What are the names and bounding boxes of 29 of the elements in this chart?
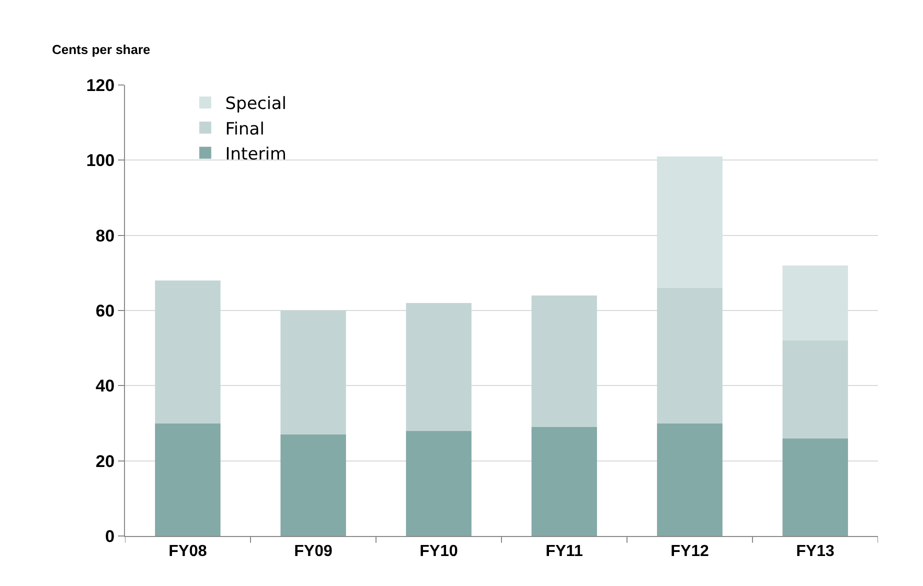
bar: [532, 295, 597, 428]
y-tick-label: 60: [96, 301, 115, 320]
y-tick-label: 100: [86, 151, 115, 170]
bar: [657, 288, 722, 424]
bar: [782, 438, 848, 536]
bar: [406, 430, 472, 536]
x-tick-label: FY10: [420, 543, 458, 560]
x-tick-label: FY08: [168, 543, 207, 560]
y-tick-label: 120: [86, 76, 115, 95]
y-tick-label: 80: [96, 226, 115, 246]
y-tick-label: 20: [96, 452, 115, 471]
legend-label: Final: [225, 119, 264, 140]
bar: [155, 280, 220, 424]
y-tick-label: 0: [105, 526, 115, 546]
bar: [532, 427, 597, 536]
y-tick-label: 40: [96, 376, 115, 396]
bar: [280, 434, 346, 536]
bar: [155, 423, 220, 536]
x-tick-label: FY11: [546, 543, 584, 560]
bar: [782, 340, 848, 438]
bar: [657, 423, 722, 536]
bar: [406, 302, 472, 431]
bar: [280, 310, 346, 435]
y-axis-title: Cents per share: [52, 42, 150, 57]
legend-label: Special: [225, 94, 287, 114]
x-tick-label: FY12: [670, 543, 709, 560]
x-tick-label: FY09: [294, 543, 332, 560]
x-tick-label: FY13: [796, 543, 834, 560]
legend-label: Interim: [225, 144, 286, 164]
